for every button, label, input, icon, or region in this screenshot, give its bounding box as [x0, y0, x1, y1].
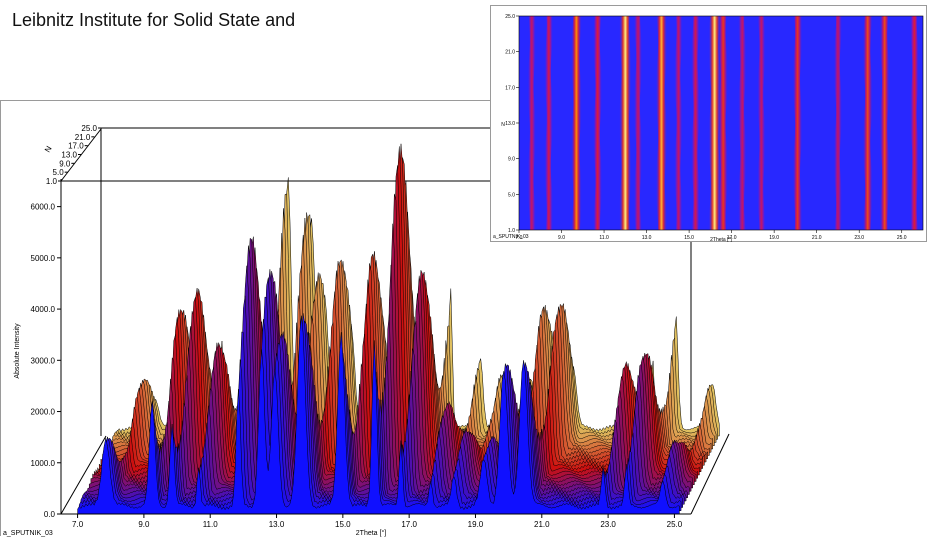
diffraction-line	[593, 16, 603, 230]
x-tick-label: 13.0	[269, 520, 285, 529]
inset-y-axis-label: N	[501, 122, 505, 128]
inset-y-tick-label: 9.0	[508, 157, 515, 163]
heatmap-plot: 7.0 9.0 11.0 13.0 15.0 17.0 19.0 21.0 23.0 25.0 1.…	[490, 5, 927, 243]
y-ticks: 0.0 1000.0 2000.0 3000.0 4000.0 5000.0 6000.0	[31, 203, 61, 519]
z-ticks: 1.05.09.013.017.021.025.0	[46, 124, 101, 186]
z-tick-label: 25.0	[81, 124, 97, 133]
inset-y-tick-label: 17.0	[505, 85, 515, 91]
diffraction-line	[833, 16, 843, 230]
inset-y-tick-label: 21.0	[505, 50, 515, 56]
z-tick-label: 21.0	[75, 133, 91, 142]
x-tick-label: 17.0	[401, 520, 417, 529]
floor-right-line	[690, 433, 730, 515]
y-tick-label: 6000.0	[31, 203, 56, 212]
scan-series	[77, 143, 720, 515]
diffraction-line	[691, 16, 700, 230]
y-tick-label: 0.0	[44, 510, 56, 519]
diffraction-line	[544, 16, 554, 230]
y-tick-label: 4000.0	[31, 305, 56, 314]
scan-trace	[83, 265, 687, 502]
scan-trace	[90, 247, 693, 489]
scan-trace	[87, 237, 690, 495]
z-tick-label: 13.0	[61, 151, 77, 160]
heatmap-lines	[527, 16, 919, 230]
x-ticks: 7.0 9.0 11.0 13.0 15.0 17.0 19.0 21.0 23.0 25.0	[72, 514, 683, 529]
z-tick-label: 9.0	[59, 159, 71, 168]
inset-file-label: a_SPUTNIK_03	[493, 234, 529, 240]
header-text: Leibnitz Institute for Solid State and	[12, 10, 296, 30]
inset-x-ticks: 7.0 9.0 11.0 13.0 15.0 17.0 19.0 21.0 23.0 25.0	[516, 230, 907, 241]
y-tick-label: 1000.0	[31, 459, 56, 468]
x-tick-label: 15.0	[335, 520, 351, 529]
inset-x-axis-label: 2Theta [°]	[710, 237, 732, 243]
scan-trace	[85, 245, 688, 498]
diffraction-line	[757, 16, 766, 230]
scan-trace	[82, 277, 685, 505]
z-tick-label: 1.0	[46, 177, 58, 186]
inset-x-tick-label: 13.0	[642, 235, 652, 241]
z-tick-label: 5.0	[53, 168, 65, 177]
y-tick-label: 3000.0	[31, 356, 56, 365]
x-tick-label: 11.0	[203, 520, 219, 529]
file-label: a_SPUTNIK_03	[3, 530, 53, 537]
x-tick-label: 9.0	[138, 520, 150, 529]
scan-trace	[77, 315, 680, 515]
inset-y-ticks: 1.0 5.0 9.0 13.0 17.0 21.0 25.0	[505, 14, 519, 234]
x-tick-label: 19.0	[468, 520, 484, 529]
scan-trace	[80, 296, 683, 508]
inset-y-tick-label: 13.0	[505, 121, 515, 127]
diffraction-line	[792, 16, 803, 230]
scan-trace	[88, 236, 692, 492]
x-tick-label: 25.0	[667, 520, 683, 529]
inset-x-tick-label: 25.0	[897, 235, 907, 241]
x-tick-label: 7.0	[72, 520, 84, 529]
inset-y-tick-label: 5.0	[508, 192, 515, 198]
y-tick-label: 5000.0	[31, 254, 56, 263]
diffraction-line	[862, 16, 873, 230]
inset-x-tick-label: 21.0	[812, 235, 822, 241]
diffraction-line	[738, 16, 747, 230]
diffraction-line	[708, 16, 721, 230]
diffraction-line	[909, 16, 919, 230]
x-tick-label: 21.0	[534, 520, 550, 529]
diffraction-line	[571, 16, 582, 230]
diffraction-line	[879, 16, 890, 230]
floor-left-line	[60, 435, 107, 515]
inset-x-tick-label: 7.0	[516, 235, 523, 241]
scan-trace	[78, 313, 682, 511]
inset-x-tick-label: 19.0	[769, 235, 779, 241]
x-tick-label: 23.0	[600, 520, 616, 529]
inset-x-tick-label: 15.0	[684, 235, 694, 241]
inset-y-tick-label: 25.0	[505, 14, 515, 20]
inset-y-tick-label: 1.0	[508, 228, 515, 234]
waterfall-svg: 0.0 1000.0 2000.0 3000.0 4000.0 5000.0 6000.0 7…	[3, 124, 730, 537]
inset-x-tick-label: 11.0	[599, 235, 609, 241]
diffraction-line	[633, 16, 643, 230]
y-axis-label: Absolute Intensity	[14, 323, 21, 379]
diffraction-line	[655, 16, 668, 230]
z-tick-label: 17.0	[68, 142, 84, 151]
z-axis-label: N	[43, 144, 54, 154]
y-tick-label: 2000.0	[31, 408, 56, 417]
heatmap-svg: 7.0 9.0 11.0 13.0 15.0 17.0 19.0 21.0 23.0 25.01.…	[493, 14, 924, 243]
diffraction-line	[619, 16, 632, 230]
inset-x-tick-label: 9.0	[558, 235, 565, 241]
inset-x-tick-label: 23.0	[854, 235, 864, 241]
diffraction-line	[527, 16, 536, 230]
diffraction-line	[674, 16, 683, 230]
x-axis-label: 2Theta [°]	[356, 529, 386, 537]
inset-x-tick-label: 17.0	[727, 235, 737, 241]
diffraction-line	[718, 16, 728, 230]
